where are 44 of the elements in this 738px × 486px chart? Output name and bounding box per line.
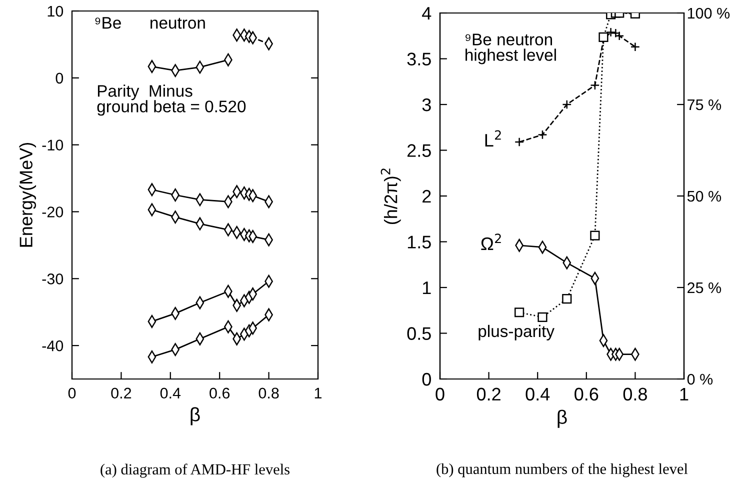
y2-tick-label: 100 % xyxy=(688,8,730,19)
y-tick-label: 10 xyxy=(48,6,64,17)
y-tick-label: 3 xyxy=(422,98,431,112)
y2-tick-label: 25 % xyxy=(688,282,722,294)
text: (b) quantum numbers of the highest level xyxy=(436,463,688,478)
annotation: ⁹Be neutron xyxy=(95,17,205,29)
x-tick-label: 0.2 xyxy=(111,388,132,399)
y-tick-label: 2.5 xyxy=(407,144,431,157)
series-label: plus-parity xyxy=(478,324,554,340)
y-tick-label: 1.5 xyxy=(408,236,431,248)
y-tick-label: 0 xyxy=(422,372,431,386)
y-tick-label: 0 xyxy=(56,72,64,84)
y-tick-label: -20 xyxy=(42,206,64,218)
series-label: L$^{2}$ xyxy=(485,130,501,147)
y-tick-label: -40 xyxy=(42,340,64,352)
text: (a) diagram of AMD-HF levels xyxy=(100,464,290,478)
y-tick-label: -30 xyxy=(42,274,64,284)
annotation: Parity Minus ground beta = 0.520 xyxy=(97,84,246,116)
x-axis-title: β xyxy=(558,410,567,428)
y-tick-label: 3.5 xyxy=(407,52,431,66)
series-label: Ω$^{2}$ xyxy=(481,234,501,250)
x-tick-label: 0.6 xyxy=(210,388,230,399)
x-tick-label: 0 xyxy=(68,388,76,399)
y-tick-label: 2 xyxy=(422,190,431,203)
x-axis-title: β xyxy=(190,407,200,426)
x-tick-label: 0.4 xyxy=(526,388,550,401)
x-tick-label: 0.8 xyxy=(258,388,279,399)
x-tick-label: 0.8 xyxy=(623,388,647,401)
y2-tick-label: 50 % xyxy=(687,190,722,202)
y-axis-title: (h/2π)$^{2}$ xyxy=(380,168,401,224)
x-tick-label: 0.2 xyxy=(476,388,500,401)
x-tick-label: 1 xyxy=(314,388,322,398)
y-axis-title: Energy(MeV) xyxy=(19,142,36,247)
x-tick-label: 0 xyxy=(436,388,444,401)
y2-tick-label: 75 % xyxy=(688,99,722,110)
x-tick-label: 0.4 xyxy=(160,388,181,399)
y-tick-label: 4 xyxy=(422,7,432,20)
y-tick-label: -10 xyxy=(42,140,64,151)
y2-tick-label: 0 % xyxy=(687,374,713,385)
annotation: ⁹Be neutron highest level xyxy=(466,34,556,64)
y-tick-label: 0.5 xyxy=(407,327,431,340)
y-tick-label: 1 xyxy=(423,282,431,294)
x-tick-label: 1 xyxy=(680,388,688,400)
x-tick-label: 0.6 xyxy=(574,388,598,401)
